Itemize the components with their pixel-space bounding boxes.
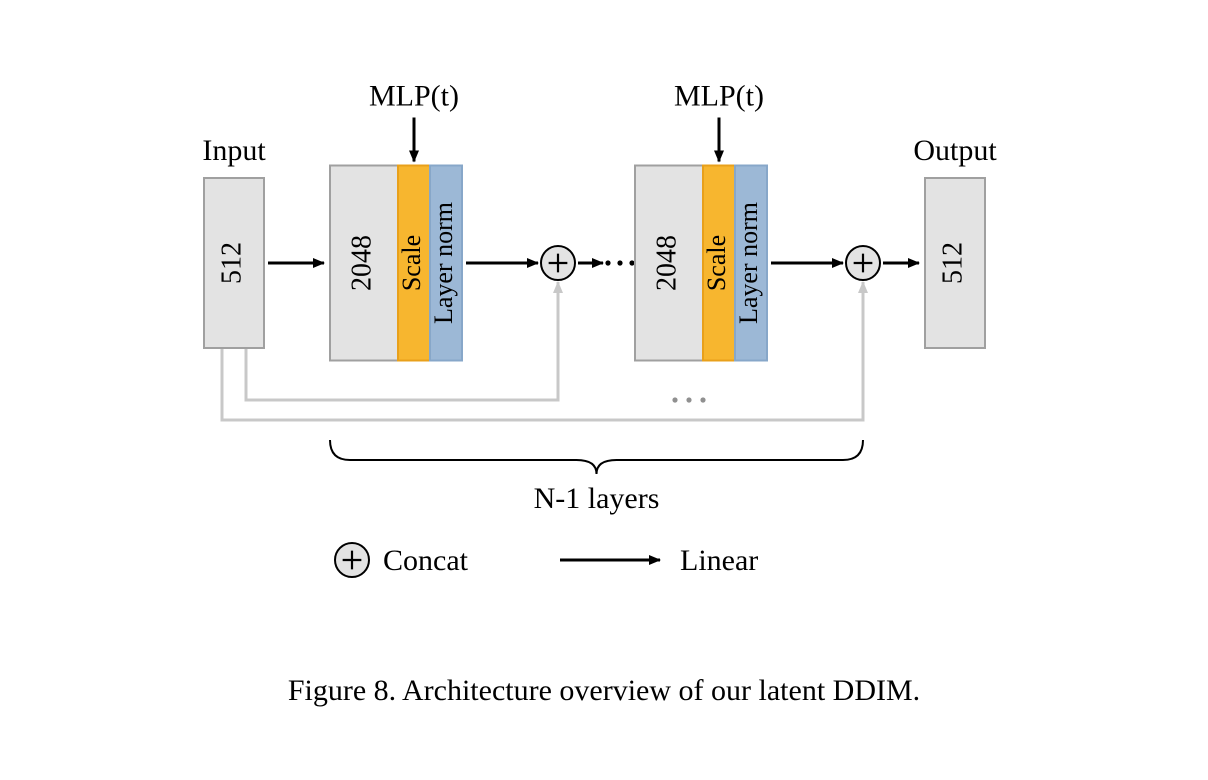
mlp1-label: MLP(t) <box>369 80 459 113</box>
block2-dim-label: 2048 <box>651 235 682 291</box>
figure-caption: Figure 8. Architecture overview of our l… <box>288 674 920 707</box>
skip-ellipsis-dot <box>686 397 691 402</box>
block2-layernorm-label: Layer norm <box>734 202 763 324</box>
output-label: Output <box>913 134 997 167</box>
skip-ellipsis-dot <box>672 397 677 402</box>
input-label: Input <box>202 134 266 167</box>
block1-layernorm-label: Layer norm <box>429 202 458 324</box>
mlp2-label: MLP(t) <box>674 80 764 113</box>
skip-ellipsis-dot <box>700 397 705 402</box>
layers-brace <box>330 440 863 474</box>
brace-label: N-1 layers <box>534 482 660 515</box>
diagram-canvas: 512Input2048ScaleLayer normMLP(t)2048Sca… <box>0 0 1208 780</box>
flow-ellipsis-dot <box>629 260 634 265</box>
flow-ellipsis-dot <box>605 260 610 265</box>
flow-ellipsis-dot <box>617 260 622 265</box>
input-dim-label: 512 <box>216 242 247 284</box>
legend-linear: Linear <box>680 544 758 577</box>
block1-scale-label: Scale <box>397 235 426 291</box>
block1-dim-label: 2048 <box>346 235 377 291</box>
output-dim-label: 512 <box>937 242 968 284</box>
architecture-diagram: 512Input2048ScaleLayer normMLP(t)2048Sca… <box>0 0 1208 780</box>
block2-scale-label: Scale <box>702 235 731 291</box>
legend-concat: Concat <box>383 544 469 577</box>
